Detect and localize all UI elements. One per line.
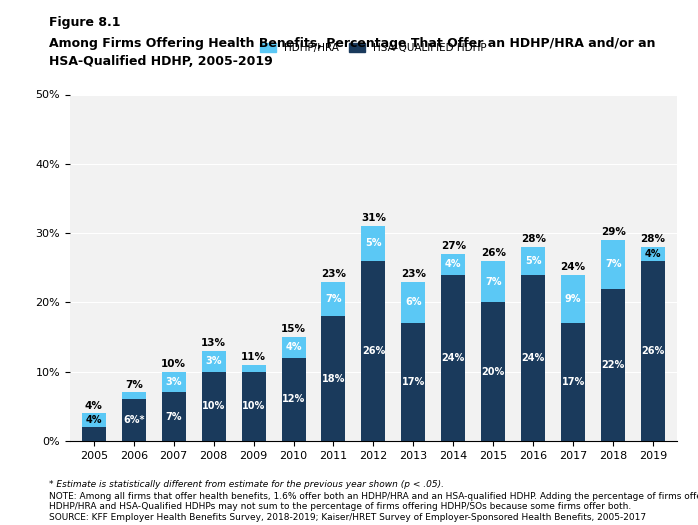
Bar — [82, 413, 106, 427]
Text: 5%: 5% — [365, 238, 382, 248]
Text: 4%: 4% — [85, 401, 103, 411]
Text: * Estimate is statistically different from estimate for the previous year shown : * Estimate is statistically different fr… — [49, 480, 444, 489]
Text: 28%: 28% — [641, 234, 666, 244]
Bar — [521, 275, 545, 441]
Bar — [82, 427, 106, 441]
Bar — [202, 372, 225, 441]
Bar — [242, 372, 265, 441]
Text: 31%: 31% — [361, 213, 386, 224]
Text: 10%: 10% — [242, 401, 265, 412]
Text: 28%: 28% — [521, 234, 546, 244]
Text: 10%: 10% — [161, 359, 186, 369]
Text: 6%*: 6%* — [123, 415, 144, 425]
Text: 17%: 17% — [562, 377, 585, 387]
Bar — [202, 351, 225, 372]
Bar — [281, 358, 306, 441]
Text: 7%: 7% — [325, 294, 342, 304]
Text: 24%: 24% — [521, 353, 545, 363]
Text: 27%: 27% — [440, 241, 466, 251]
Text: 7%: 7% — [165, 412, 182, 422]
Bar — [322, 281, 346, 316]
Text: 4%: 4% — [285, 342, 302, 352]
Text: 10%: 10% — [202, 401, 225, 412]
Text: 3%: 3% — [205, 356, 222, 366]
Bar — [401, 281, 425, 323]
Text: 3%: 3% — [165, 377, 182, 387]
Text: NOTE: Among all firms that offer health benefits, 1.6% offer both an HDHP/HRA an: NOTE: Among all firms that offer health … — [49, 492, 698, 501]
Legend: HDHP/HRA, HSA-QUALIFIED HDHP: HDHP/HRA, HSA-QUALIFIED HDHP — [255, 37, 492, 58]
Bar — [482, 261, 505, 302]
Text: 26%: 26% — [362, 346, 385, 356]
Text: 22%: 22% — [602, 360, 625, 370]
Text: 7%: 7% — [125, 380, 142, 390]
Text: 4%: 4% — [645, 249, 661, 259]
Bar — [601, 240, 625, 289]
Text: HSA-Qualified HDHP, 2005-2019: HSA-Qualified HDHP, 2005-2019 — [49, 55, 273, 68]
Text: 15%: 15% — [281, 324, 306, 334]
Bar — [162, 393, 186, 441]
Bar — [242, 365, 265, 372]
Bar — [641, 247, 665, 261]
Text: Among Firms Offering Health Benefits, Percentage That Offer an HDHP/HRA and/or a: Among Firms Offering Health Benefits, Pe… — [49, 37, 655, 50]
Text: 26%: 26% — [641, 346, 664, 356]
Text: 9%: 9% — [565, 294, 581, 304]
Bar — [322, 316, 346, 441]
Bar — [441, 275, 466, 441]
Text: 23%: 23% — [321, 269, 346, 279]
Text: HDHP/HRA and HSA-Qualified HDHPs may not sum to the percentage of firms offering: HDHP/HRA and HSA-Qualified HDHPs may not… — [49, 502, 631, 511]
Text: 5%: 5% — [525, 256, 542, 266]
Text: 24%: 24% — [560, 262, 586, 272]
Text: 17%: 17% — [402, 377, 425, 387]
Text: 24%: 24% — [442, 353, 465, 363]
Bar — [121, 393, 146, 400]
Bar — [561, 275, 585, 323]
Text: 4%: 4% — [445, 259, 461, 269]
Text: 29%: 29% — [601, 227, 625, 237]
Bar — [561, 323, 585, 441]
Text: 7%: 7% — [485, 277, 502, 287]
Bar — [521, 247, 545, 275]
Bar — [601, 289, 625, 441]
Text: 6%: 6% — [405, 297, 422, 308]
Bar — [162, 372, 186, 393]
Bar — [641, 261, 665, 441]
Bar — [121, 400, 146, 441]
Text: 20%: 20% — [482, 366, 505, 377]
Text: 11%: 11% — [241, 352, 266, 362]
Text: Figure 8.1: Figure 8.1 — [49, 16, 120, 29]
Bar — [362, 226, 385, 261]
Text: 18%: 18% — [322, 374, 346, 384]
Text: 23%: 23% — [401, 269, 426, 279]
Bar — [362, 261, 385, 441]
Text: 26%: 26% — [481, 248, 506, 258]
Text: 4%: 4% — [86, 415, 102, 425]
Bar — [441, 254, 466, 275]
Text: SOURCE: KFF Employer Health Benefits Survey, 2018-2019; Kaiser/HRET Survey of Em: SOURCE: KFF Employer Health Benefits Sur… — [49, 513, 646, 522]
Bar — [401, 323, 425, 441]
Text: 13%: 13% — [201, 338, 226, 348]
Bar — [281, 337, 306, 358]
Bar — [482, 302, 505, 441]
Text: 7%: 7% — [605, 259, 621, 269]
Text: 12%: 12% — [282, 394, 305, 404]
